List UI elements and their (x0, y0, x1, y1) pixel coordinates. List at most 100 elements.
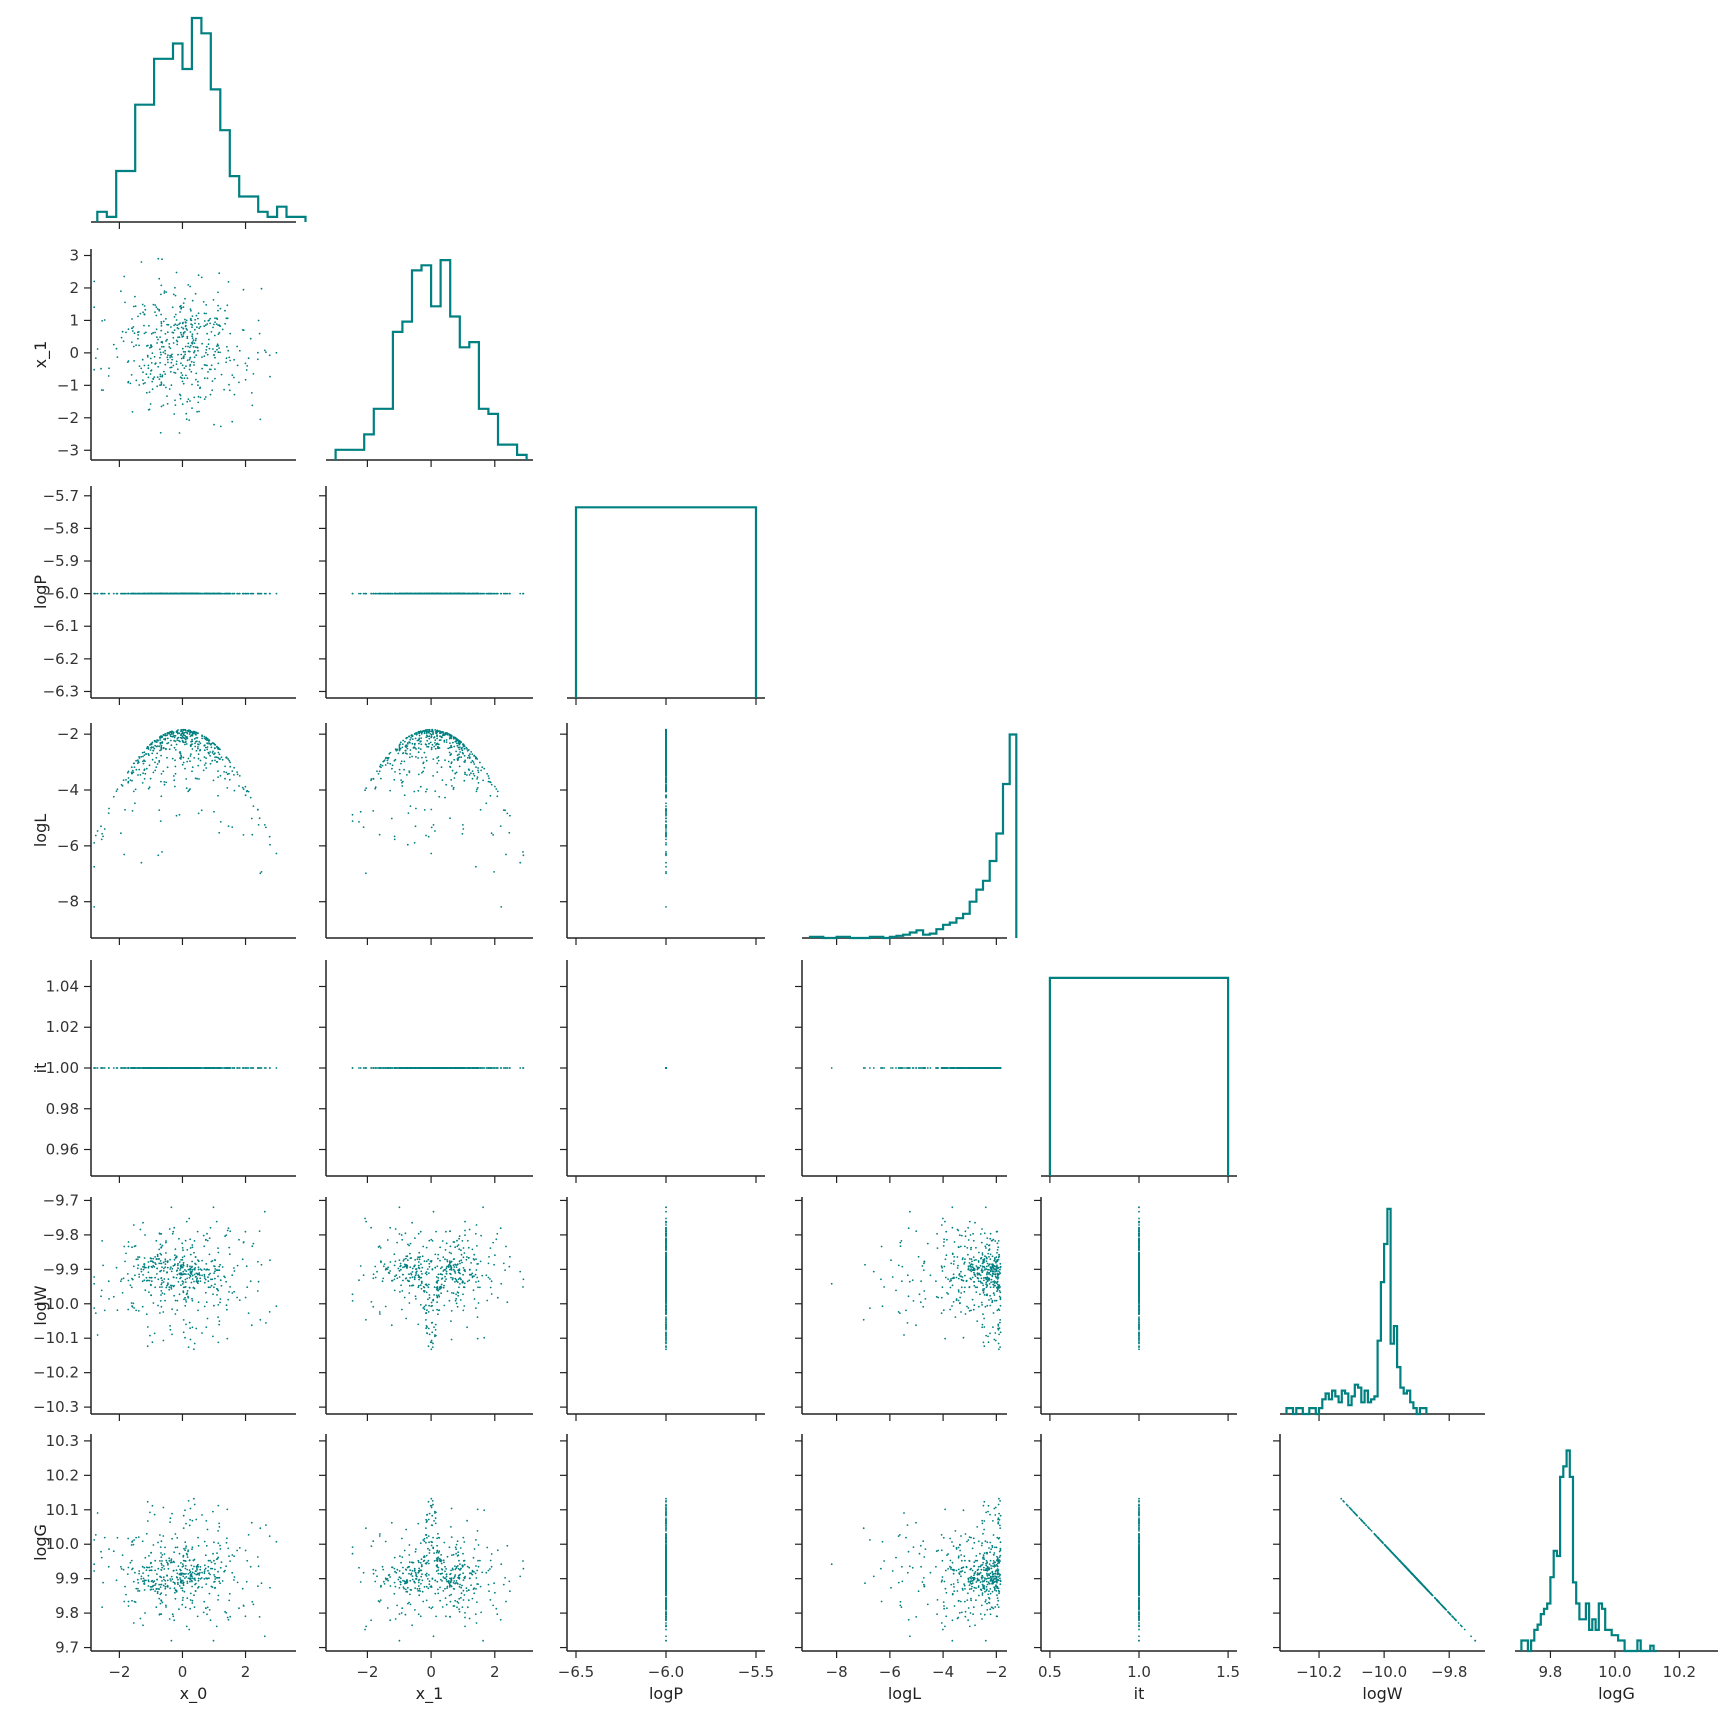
scatter-point (148, 391, 151, 393)
scatter-point (226, 787, 229, 789)
scatter-point (145, 373, 148, 376)
scatter-point (145, 592, 148, 595)
scatter-point (180, 754, 183, 757)
scatter-point (408, 756, 411, 759)
scatter-point (488, 777, 490, 780)
scatter-point (256, 809, 259, 811)
scatter-point (434, 747, 437, 750)
scatter-point (382, 1067, 385, 1069)
scatter-point (189, 735, 192, 738)
scatter-point (665, 842, 667, 844)
scatter-point (482, 592, 484, 595)
scatter-point (231, 1067, 234, 1069)
scatter-point (185, 374, 187, 377)
scatter-point (209, 1067, 212, 1069)
scatter-point (169, 731, 172, 733)
scatter-point (225, 317, 228, 320)
scatter-point (225, 361, 228, 364)
scatter-point (425, 756, 427, 759)
scatter-point (508, 831, 511, 834)
scatter-point (490, 832, 493, 835)
scatter-point (214, 756, 217, 759)
scatter-point (428, 742, 430, 745)
scatter-point (426, 734, 428, 737)
scatter-point (175, 271, 178, 274)
scatter-point (180, 357, 183, 360)
scatter-point (131, 779, 133, 782)
scatter-point (408, 770, 411, 772)
scatter-point (265, 351, 267, 354)
scatter-point (172, 775, 175, 777)
scatter-point (384, 764, 387, 766)
scatter-point (229, 765, 232, 768)
scatter-point (181, 1067, 184, 1069)
scatter-point (157, 1067, 160, 1069)
scatter-point (174, 592, 176, 595)
scatter-point (386, 759, 389, 762)
scatter-point (147, 376, 150, 379)
scatter-point (417, 731, 420, 734)
scatter-point (213, 423, 215, 426)
scatter-point (362, 826, 365, 828)
scatter-point (380, 777, 382, 780)
scatter-point (195, 749, 198, 752)
scatter-point (164, 363, 167, 366)
scatter-point (162, 747, 165, 750)
scatter-point (161, 258, 163, 261)
scatter-point (214, 759, 216, 762)
scatter-point (665, 764, 667, 767)
scatter-point (143, 305, 146, 307)
scatter-point (137, 774, 139, 776)
scatter-point (143, 778, 146, 780)
scatter-point (432, 733, 435, 735)
scatter-point (190, 309, 192, 312)
scatter-point (145, 753, 148, 755)
scatter-point (499, 825, 502, 827)
scatter-point (131, 411, 134, 413)
scatter-point (157, 365, 160, 368)
scatter-point (399, 772, 401, 775)
scatter-point (252, 592, 255, 595)
scatter-point (473, 754, 476, 757)
scatter-point (451, 785, 453, 787)
scatter-point (164, 734, 167, 737)
scatter-point (192, 345, 195, 348)
scatter-point (502, 592, 505, 595)
scatter-point (461, 749, 464, 752)
scatter-point (229, 359, 232, 362)
scatter-point (351, 820, 354, 822)
scatter-point (184, 351, 187, 353)
scatter-point (174, 765, 177, 768)
scatter-point (197, 743, 199, 745)
scatter-point (438, 795, 441, 798)
scatter-point (217, 333, 220, 335)
histogram-x_1 (334, 259, 528, 460)
scatter-point (208, 368, 211, 371)
scatter-point (143, 313, 146, 316)
scatter-point (210, 364, 213, 367)
scatter-point (183, 367, 186, 369)
scatter-point (184, 741, 187, 744)
scatter-point (170, 366, 173, 369)
scatter-point (181, 347, 184, 350)
scatter-point (436, 729, 439, 732)
scatter-point (479, 1067, 482, 1069)
scatter-point (221, 758, 224, 761)
scatter-point (203, 355, 206, 358)
scatter-point (171, 353, 173, 356)
scatter-point (223, 388, 226, 391)
scatter-point (402, 752, 405, 754)
scatter-point (401, 1067, 404, 1069)
scatter-point (103, 1067, 106, 1069)
scatter-point (207, 742, 209, 745)
scatter-point (224, 1067, 226, 1069)
scatter-point (457, 746, 460, 749)
scatter-point (176, 368, 179, 371)
scatter-point (421, 771, 423, 774)
scatter-point (94, 834, 97, 837)
scatter-point (185, 778, 188, 780)
scatter-point (209, 754, 212, 757)
panel-logL-vs-logP (560, 723, 765, 945)
scatter-point (268, 1067, 271, 1069)
